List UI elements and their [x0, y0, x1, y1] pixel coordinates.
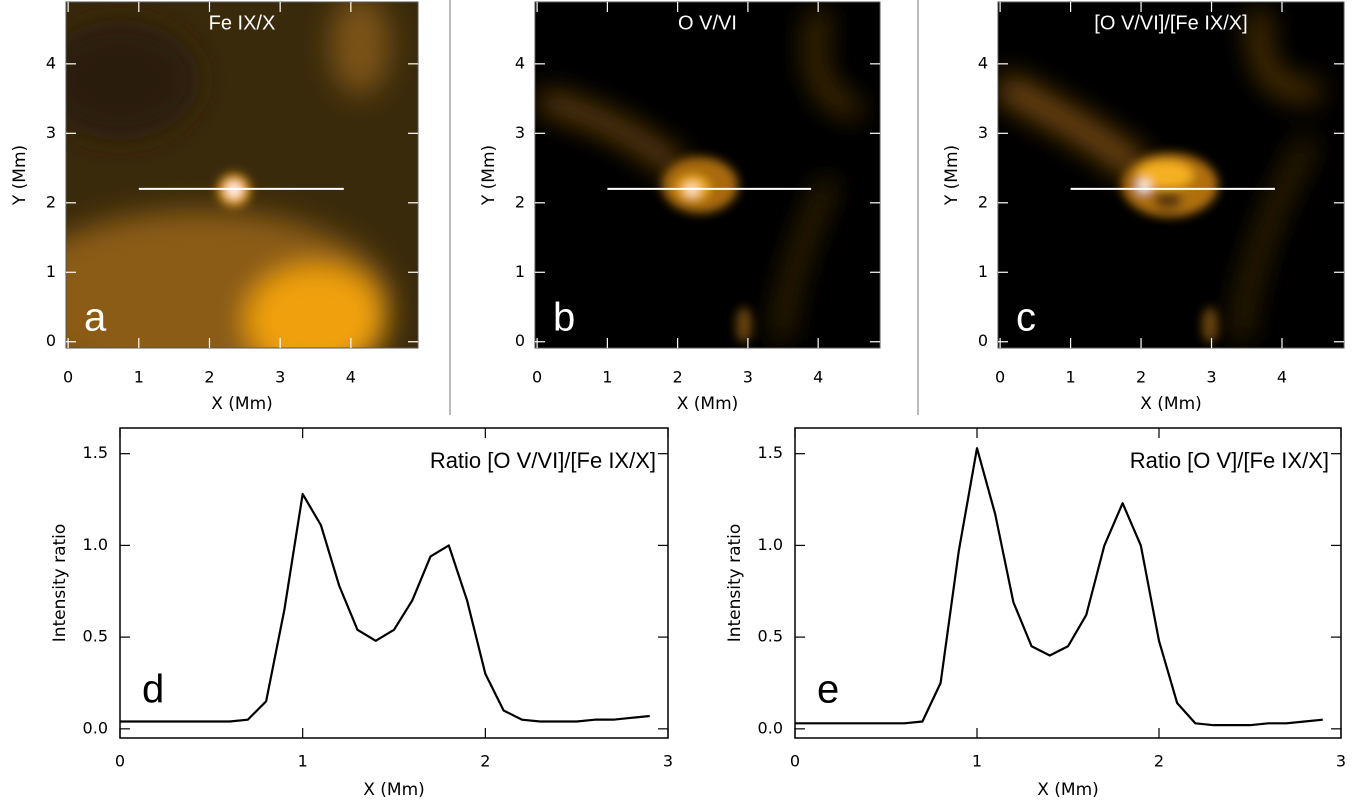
x-tick-label: 0 — [63, 368, 73, 387]
x-tick-label: 0 — [995, 368, 1005, 387]
plot-frame — [65, 1, 419, 349]
y-tick-label: 0 — [978, 331, 988, 350]
x-tick-label: 0 — [115, 752, 125, 771]
plot-frame — [794, 427, 1342, 739]
x-tick-label: 0 — [790, 752, 800, 771]
x-tick-label: 3 — [275, 368, 285, 387]
ratio-line — [795, 447, 1323, 727]
y-tick-label: 3 — [515, 123, 525, 142]
x-tick-label: 3 — [1336, 752, 1346, 771]
x-tick-label: 0 — [532, 368, 542, 387]
x-tick-label: 3 — [743, 368, 753, 387]
y-tick-label: 0.5 — [83, 627, 108, 646]
y-tick-label: 2 — [978, 192, 988, 211]
y-tick-label: 3 — [978, 123, 988, 142]
panel-title: Fe IX/X — [209, 12, 276, 34]
y-tick-label: 0 — [515, 331, 525, 350]
x-axis-label: X (Mm) — [1037, 780, 1099, 800]
x-tick-label: 1 — [602, 368, 612, 387]
y-tick-label: 3 — [46, 123, 56, 142]
plot-frame — [534, 1, 881, 349]
y-tick-label: 2 — [515, 192, 525, 211]
annotation: Ratio [O V/VI]/[Fe IX/X] — [430, 448, 656, 473]
y-tick-label: 1.5 — [758, 443, 783, 462]
x-tick-label: 2 — [1136, 368, 1146, 387]
x-axis-label: X (Mm) — [677, 394, 739, 414]
x-tick-label: 2 — [480, 752, 490, 771]
y-tick-label: 4 — [978, 53, 988, 72]
x-tick-label: 3 — [663, 752, 673, 771]
y-tick-label: 1 — [46, 262, 56, 281]
x-tick-label: 4 — [1277, 368, 1287, 387]
x-axis-label: X (Mm) — [1140, 394, 1202, 414]
x-tick-label: 1 — [1065, 368, 1075, 387]
panel-letter: d — [142, 668, 164, 712]
image-c — [998, 2, 1344, 348]
y-axis-label: Y (Mm) — [479, 145, 499, 206]
y-axis-label: Y (Mm) — [10, 145, 30, 206]
image-a — [66, 2, 418, 348]
ratio-line — [120, 492, 650, 723]
image-b — [535, 2, 880, 348]
y-tick-label: 0.5 — [758, 627, 783, 646]
y-tick-label: 4 — [515, 53, 525, 72]
x-tick-label: 2 — [1154, 752, 1164, 771]
panel-letter: b — [553, 296, 575, 340]
x-tick-label: 2 — [204, 368, 214, 387]
x-tick-label: 4 — [813, 368, 823, 387]
x-tick-label: 3 — [1206, 368, 1216, 387]
y-tick-label: 1.0 — [83, 535, 108, 554]
x-tick-label: 1 — [134, 368, 144, 387]
annotation: Ratio [O V]/[Fe IX/X] — [1130, 448, 1329, 473]
y-tick-label: 1.0 — [758, 535, 783, 554]
panel-letter: c — [1016, 296, 1036, 340]
y-axis-label: Intensity ratio — [725, 524, 745, 643]
y-tick-label: 1.5 — [83, 443, 108, 462]
panel-letter: e — [817, 668, 839, 712]
y-tick-label: 1 — [978, 262, 988, 281]
y-tick-label: 2 — [46, 192, 56, 211]
y-tick-label: 0 — [46, 331, 56, 350]
panel-letter: a — [84, 296, 107, 340]
y-axis-label: Y (Mm) — [942, 145, 962, 206]
x-tick-label: 1 — [972, 752, 982, 771]
x-tick-label: 2 — [673, 368, 683, 387]
y-tick-label: 1 — [515, 262, 525, 281]
panel-title: O V/VI — [678, 12, 737, 34]
x-axis-label: X (Mm) — [363, 780, 425, 800]
y-axis-label: Intensity ratio — [50, 524, 70, 643]
x-tick-label: 1 — [298, 752, 308, 771]
plot-frame — [997, 1, 1345, 349]
y-tick-label: 0.0 — [83, 718, 108, 737]
y-tick-label: 4 — [46, 53, 56, 72]
x-axis-label: X (Mm) — [211, 394, 273, 414]
y-tick-label: 0.0 — [758, 718, 783, 737]
plot-frame — [119, 427, 669, 739]
panel-title: [O V/VI]/[Fe IX/X] — [1094, 12, 1247, 34]
x-tick-label: 4 — [346, 368, 356, 387]
